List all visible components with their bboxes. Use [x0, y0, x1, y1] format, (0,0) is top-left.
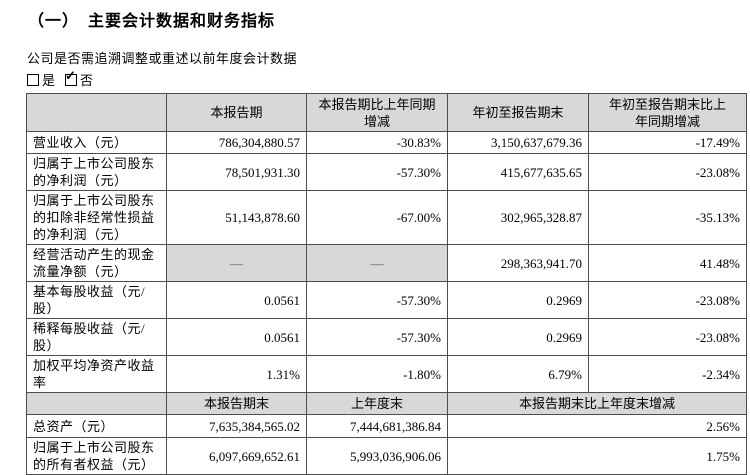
cell-value: 51,143,878.60	[166, 190, 307, 245]
cell-value: -2.34%	[588, 355, 747, 393]
cell-empty-dash: —	[306, 244, 448, 282]
financial-indicators-table: 本报告期 本报告期比上年同期增减 年初至报告期末 年初至报告期末比上年同期增减 …	[26, 93, 747, 475]
checkbox-unchecked-icon	[27, 73, 39, 86]
cell-value: 7,635,384,565.02	[166, 414, 307, 438]
cell-value: -1.80%	[306, 355, 448, 393]
cell-value: -57.30%	[306, 153, 448, 191]
cell-value: -23.08%	[588, 281, 747, 319]
cell-value: 0.2969	[447, 318, 589, 356]
cell-value: -67.00%	[306, 190, 448, 245]
table-row-total-assets: 总资产（元） 7,635,384,565.02 7,444,681,386.84…	[26, 414, 747, 438]
row-label: 归属于上市公司股东的扣除非经常性损益的净利润（元）	[26, 190, 167, 245]
table-row-weighted-avg-roe: 加权平均净资产收益率 1.31% -1.80% 6.79% -2.34%	[26, 355, 747, 393]
cell-value: -23.08%	[588, 318, 747, 356]
header-current-period: 本报告期	[166, 93, 307, 132]
table-row-revenue: 营业收入（元） 786,304,880.57 -30.83% 3,150,637…	[26, 131, 747, 154]
table-row-net-profit-excl-nonrecurring: 归属于上市公司股东的扣除非经常性损益的净利润（元） 51,143,878.60 …	[26, 190, 747, 245]
cell-value: 298,363,941.70	[447, 244, 589, 282]
row-label: 归属于上市公司股东的净利润（元）	[26, 153, 167, 191]
row-label: 基本每股收益（元/股）	[26, 281, 167, 319]
row-label: 营业收入（元）	[26, 131, 167, 154]
table-row-net-profit: 归属于上市公司股东的净利润（元） 78,501,931.30 -57.30% 4…	[26, 153, 747, 191]
row-label: 总资产（元）	[26, 414, 167, 438]
cell-value: 78,501,931.30	[166, 153, 307, 191]
cell-value: -57.30%	[306, 281, 448, 319]
checkbox-no-label: 否	[80, 73, 94, 88]
table-header-row-period-end: 本报告期末 上年度末 本报告期末比上年度末增减	[26, 392, 747, 415]
table-row-diluted-eps: 稀释每股收益（元/股） 0.0561 -57.30% 0.2969 -23.08…	[26, 318, 747, 356]
table-row-basic-eps: 基本每股收益（元/股） 0.0561 -57.30% 0.2969 -23.08…	[26, 281, 747, 319]
table-row-equity: 归属于上市公司股东的所有者权益（元） 6,097,669,652.61 5,99…	[26, 437, 747, 475]
check-mark-icon: ✓	[65, 67, 76, 83]
cell-value: -57.30%	[306, 318, 448, 356]
cell-value: 0.0561	[166, 318, 307, 356]
cell-value: 0.2969	[447, 281, 589, 319]
table-row-operating-cash-flow: 经营活动产生的现金流量净额（元） — — 298,363,941.70 41.4…	[26, 244, 747, 282]
header-ytd-yoy-change: 年初至报告期末比上年同期增减	[588, 93, 747, 132]
checkbox-checked-icon: ✓	[65, 69, 78, 86]
header-empty-cell	[26, 93, 167, 132]
cell-value: 415,677,635.65	[447, 153, 589, 191]
header-period-end-change: 本报告期末比上年度末增减	[447, 392, 747, 415]
cell-value: -23.08%	[588, 153, 747, 191]
cell-value: 5,993,036,906.06	[306, 437, 448, 475]
cell-value: 1.75%	[447, 437, 747, 475]
header-period-yoy-change: 本报告期比上年同期增减	[306, 93, 448, 132]
cell-value: 2.56%	[447, 414, 747, 438]
row-label: 归属于上市公司股东的所有者权益（元）	[26, 437, 167, 475]
cell-value: 41.48%	[588, 244, 747, 282]
cell-value: -35.13%	[588, 190, 747, 245]
cell-value: 0.0561	[166, 281, 307, 319]
header-empty-cell	[26, 392, 167, 415]
header-end-of-period: 本报告期末	[166, 392, 307, 415]
row-label: 经营活动产生的现金流量净额（元）	[26, 244, 167, 282]
cell-value: 302,965,328.87	[447, 190, 589, 245]
cell-empty-dash: —	[166, 244, 307, 282]
table-header-row-period: 本报告期 本报告期比上年同期增减 年初至报告期末 年初至报告期末比上年同期增减	[26, 93, 747, 132]
cell-value: -17.49%	[588, 131, 747, 154]
section-title: （一） 主要会计数据和财务指标	[28, 13, 276, 30]
row-label: 稀释每股收益（元/股）	[26, 318, 167, 356]
cell-value: 786,304,880.57	[166, 131, 307, 154]
row-label: 加权平均净资产收益率	[26, 355, 167, 393]
restatement-question: 公司是否需追溯调整或重述以前年度会计数据	[27, 51, 298, 66]
header-ytd: 年初至报告期末	[447, 93, 589, 132]
checkbox-yes-label: 是	[42, 73, 56, 88]
cell-value: 6,097,669,652.61	[166, 437, 307, 475]
cell-value: -30.83%	[306, 131, 448, 154]
cell-value: 7,444,681,386.84	[306, 414, 448, 438]
cell-value: 3,150,637,679.36	[447, 131, 589, 154]
cell-value: 1.31%	[166, 355, 307, 393]
restatement-answer: 是 ✓ 否	[27, 69, 103, 89]
header-end-of-last-year: 上年度末	[306, 392, 448, 415]
cell-value: 6.79%	[447, 355, 589, 393]
